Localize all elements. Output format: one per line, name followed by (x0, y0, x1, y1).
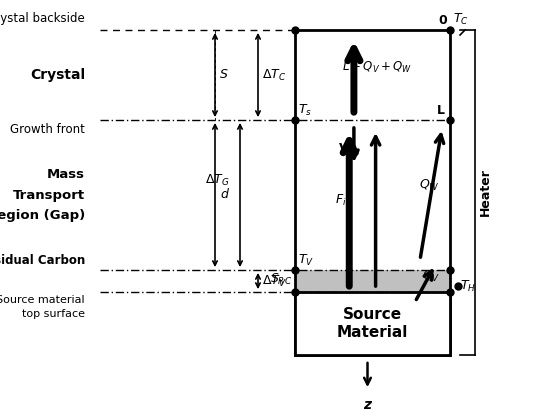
Text: 0: 0 (438, 14, 447, 27)
Text: $\Delta T_G$: $\Delta T_G$ (205, 173, 229, 188)
Bar (295, 292, 450, 355)
Text: $L+Q_V+Q_W$: $L+Q_V+Q_W$ (343, 59, 413, 74)
Text: $\Delta T_V$: $\Delta T_V$ (262, 273, 287, 289)
Text: $T_V$: $T_V$ (298, 253, 314, 268)
Text: Transport: Transport (13, 188, 85, 201)
Text: Source material: Source material (0, 295, 85, 305)
Bar (295, 30, 450, 355)
Text: $Q_V$: $Q_V$ (422, 268, 440, 284)
Text: V: V (339, 141, 349, 154)
Bar (295, 270, 450, 292)
Text: Mass: Mass (47, 168, 85, 181)
Text: Heater: Heater (479, 168, 492, 216)
Text: $\Delta T_C$: $\Delta T_C$ (262, 67, 286, 82)
Text: $S_{RC}$: $S_{RC}$ (270, 272, 292, 287)
Text: Crystal backside: Crystal backside (0, 12, 85, 25)
Text: Residual Carbon: Residual Carbon (0, 254, 85, 267)
Text: Source
Material: Source Material (337, 307, 408, 340)
Text: Crystal: Crystal (30, 68, 85, 82)
Text: $Q_W$: $Q_W$ (419, 178, 440, 193)
Text: z: z (363, 398, 371, 412)
Text: Region (Gap): Region (Gap) (0, 208, 85, 221)
Text: $T_s$: $T_s$ (298, 103, 312, 118)
Text: d: d (220, 188, 228, 201)
Text: S: S (220, 69, 228, 82)
Text: $F_i$: $F_i$ (334, 193, 346, 208)
Text: top surface: top surface (22, 309, 85, 319)
Text: $T_C$: $T_C$ (453, 12, 468, 27)
Text: Growth front: Growth front (10, 123, 85, 136)
Text: L: L (437, 104, 445, 117)
Text: $T_H$: $T_H$ (460, 278, 476, 294)
